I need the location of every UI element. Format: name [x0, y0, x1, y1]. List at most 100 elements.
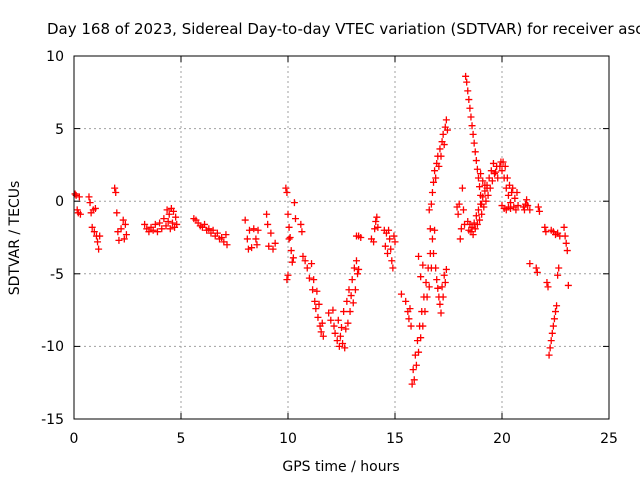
data-point	[265, 242, 273, 250]
data-point	[472, 212, 480, 220]
data-point	[436, 145, 444, 153]
data-point	[341, 344, 349, 352]
data-point	[545, 351, 553, 359]
data-point	[264, 220, 272, 228]
data-point	[343, 297, 351, 305]
data-point	[312, 305, 320, 313]
data-point	[409, 366, 417, 374]
data-point	[526, 206, 534, 214]
data-point	[397, 290, 405, 298]
data-point	[432, 174, 440, 182]
data-point	[338, 324, 345, 332]
data-point	[548, 329, 556, 337]
data-point	[491, 170, 499, 178]
data-point	[149, 226, 157, 234]
data-point	[327, 316, 335, 324]
data-point	[391, 238, 399, 246]
data-point	[417, 334, 425, 342]
data-point	[357, 234, 365, 241]
data-point	[470, 219, 478, 227]
data-point	[319, 332, 327, 340]
data-point	[494, 174, 502, 182]
data-point	[329, 306, 337, 314]
data-point	[499, 158, 507, 166]
data-point	[282, 184, 290, 192]
data-point	[308, 260, 316, 268]
data-point	[245, 226, 253, 234]
data-point	[454, 210, 462, 218]
data-point	[297, 220, 305, 228]
data-point	[511, 194, 519, 202]
data-point	[158, 225, 166, 233]
y-tick-label-0: 0	[55, 194, 64, 210]
data-point	[554, 271, 562, 279]
data-point	[141, 220, 149, 228]
data-point	[370, 238, 378, 246]
data-point	[543, 279, 551, 287]
x-tick-labels: 0 5 10 15 20 25	[70, 431, 618, 447]
data-point	[523, 196, 531, 204]
data-point	[173, 220, 181, 228]
x-tick-label-5: 5	[177, 431, 186, 447]
data-point	[473, 220, 481, 228]
data-point	[315, 300, 323, 308]
x-tick-label-10: 10	[279, 431, 297, 447]
data-point	[532, 264, 540, 272]
data-point	[484, 191, 492, 199]
plot-frame	[73, 55, 610, 420]
data-point	[437, 152, 445, 160]
data-point	[269, 245, 277, 253]
data-point	[333, 337, 341, 345]
data-point	[422, 279, 430, 287]
data-point	[474, 206, 482, 214]
data-point	[458, 184, 466, 192]
data-point	[283, 188, 291, 196]
data-point	[464, 87, 472, 95]
data-point	[330, 322, 338, 330]
data-point	[421, 308, 429, 316]
data-point	[213, 229, 221, 237]
data-point	[547, 337, 555, 345]
y-tick-label-5: 5	[55, 122, 64, 138]
data-point	[442, 116, 450, 124]
data-point	[298, 228, 306, 236]
data-point	[438, 283, 446, 291]
data-point	[425, 206, 433, 214]
data-point	[241, 216, 249, 224]
data-point	[209, 226, 217, 234]
data-point	[299, 252, 307, 260]
data-point	[289, 254, 297, 262]
data-point	[544, 283, 552, 291]
chart-gridlines	[74, 56, 609, 419]
data-point	[156, 219, 164, 227]
data-point	[405, 315, 413, 323]
data-point	[348, 276, 356, 284]
data-point	[352, 257, 360, 265]
data-point	[455, 200, 463, 208]
data-point	[492, 168, 500, 176]
data-point	[535, 207, 543, 215]
x-tick-label-15: 15	[386, 431, 404, 447]
data-point	[345, 286, 353, 294]
data-point	[472, 157, 480, 165]
data-point	[303, 264, 311, 272]
data-point	[305, 274, 313, 282]
data-point	[512, 206, 520, 214]
data-point	[466, 104, 474, 112]
data-point	[243, 235, 251, 243]
data-point	[284, 271, 292, 279]
data-point	[467, 113, 475, 121]
data-point	[222, 231, 230, 239]
data-point	[553, 302, 561, 310]
data-point	[91, 204, 99, 212]
data-point	[514, 202, 522, 210]
data-point	[463, 78, 471, 86]
data-point	[415, 252, 423, 260]
data-point	[433, 276, 441, 284]
data-point	[347, 292, 355, 300]
data-point	[311, 297, 319, 305]
data-point	[476, 183, 484, 191]
data-point	[509, 184, 517, 192]
data-point	[562, 239, 570, 247]
data-point	[71, 190, 79, 198]
